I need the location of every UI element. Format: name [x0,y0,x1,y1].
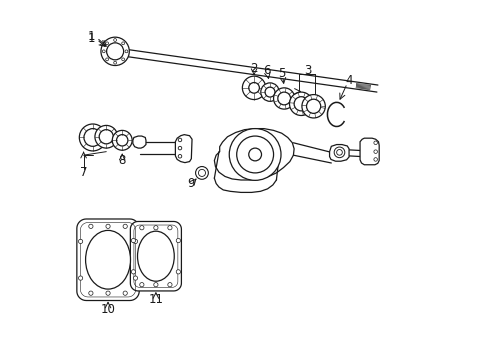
Polygon shape [133,136,145,148]
Circle shape [260,83,279,101]
Circle shape [229,129,281,180]
Text: 3: 3 [303,64,311,77]
Circle shape [131,238,135,243]
Circle shape [106,291,110,295]
Circle shape [289,92,312,116]
Text: 2: 2 [250,62,257,75]
Circle shape [78,239,82,243]
Circle shape [153,226,158,230]
Text: 1: 1 [87,30,95,43]
Circle shape [167,283,172,287]
Polygon shape [77,219,139,301]
Circle shape [176,270,180,274]
Circle shape [101,37,129,66]
Circle shape [133,276,137,280]
Circle shape [277,92,290,105]
Circle shape [336,149,342,155]
Text: 6: 6 [263,64,270,77]
Circle shape [140,283,143,287]
Circle shape [89,291,93,295]
Text: 9: 9 [186,177,194,190]
Circle shape [140,226,143,230]
Circle shape [333,147,344,158]
Circle shape [106,43,123,60]
Circle shape [133,239,137,243]
Circle shape [195,167,208,179]
Circle shape [362,146,377,162]
Circle shape [99,130,113,144]
Circle shape [373,158,377,161]
Circle shape [373,150,377,153]
Circle shape [84,129,102,146]
Circle shape [236,136,273,173]
Text: 8: 8 [118,154,125,167]
Circle shape [273,88,294,109]
Circle shape [112,130,132,150]
Ellipse shape [137,231,174,281]
Circle shape [153,283,158,287]
Circle shape [293,97,307,111]
Circle shape [248,148,261,161]
Text: 7: 7 [80,166,87,179]
Circle shape [178,154,182,158]
Circle shape [264,87,274,97]
Circle shape [176,238,180,243]
Circle shape [106,224,110,229]
Ellipse shape [85,230,130,289]
Circle shape [242,76,265,100]
Polygon shape [130,221,181,291]
Circle shape [301,95,325,118]
Circle shape [78,276,82,280]
Text: 10: 10 [101,303,115,316]
Text: 1: 1 [87,32,95,45]
Circle shape [178,146,182,150]
Circle shape [79,124,106,151]
Circle shape [116,135,128,146]
Text: 4: 4 [345,73,352,86]
Polygon shape [214,129,293,180]
Circle shape [123,291,127,295]
Circle shape [198,169,205,176]
Circle shape [373,141,377,145]
Circle shape [366,150,374,158]
Text: 5: 5 [278,67,285,80]
Polygon shape [329,145,348,161]
Circle shape [248,82,259,93]
Text: 11: 11 [148,293,163,306]
Polygon shape [359,138,378,165]
Circle shape [131,270,135,274]
Circle shape [95,125,118,148]
Circle shape [123,224,127,229]
Circle shape [306,99,320,113]
Polygon shape [175,135,192,163]
Circle shape [167,226,172,230]
Circle shape [89,224,93,229]
Circle shape [178,138,182,142]
